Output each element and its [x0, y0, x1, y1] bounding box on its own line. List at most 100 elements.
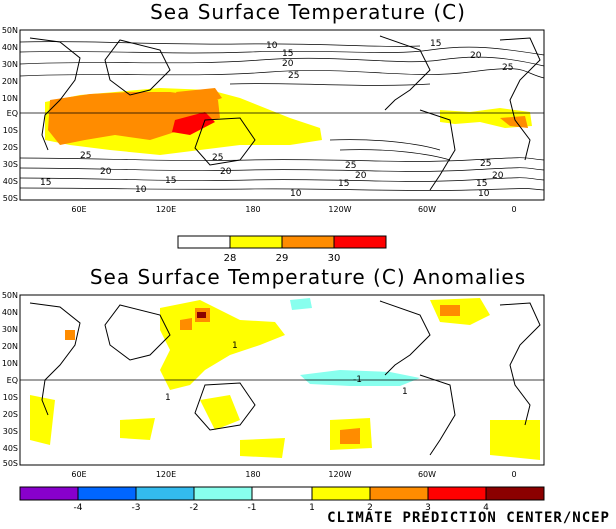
- lat-label: 30S: [3, 160, 18, 169]
- lat-label: 40S: [3, 444, 18, 453]
- colorbar-swatch: [485, 486, 545, 501]
- sst-anomaly-map-panel: 1 -1 1 1 50N 40N 30N 20N 10N EQ 10S 20S …: [2, 291, 545, 513]
- contour-label: 15: [282, 49, 293, 59]
- lat-label: 50S: [3, 459, 18, 468]
- lon-label: 60E: [71, 470, 86, 479]
- contour-label: 15: [40, 178, 51, 188]
- colorbar-swatch: [251, 486, 313, 501]
- lat-label: 30S: [3, 427, 18, 436]
- colorbar-swatch: [19, 486, 79, 501]
- contour-label: 10: [135, 185, 147, 195]
- colorbar-swatch: [177, 235, 231, 249]
- anomaly-contour-labels: 1 -1 1 1: [165, 341, 408, 403]
- lon-label: 120E: [156, 470, 176, 479]
- lat-label: 50N: [2, 291, 18, 300]
- colorbar-tick-label: 29: [276, 253, 289, 264]
- sst-colorbar: 28 29 30: [177, 235, 387, 264]
- lat-label: 30N: [2, 60, 18, 69]
- contour-label: 15: [165, 176, 176, 186]
- contour-label: 20: [492, 171, 504, 181]
- colorbar-swatch: [193, 486, 253, 501]
- contour-label: 10: [290, 189, 302, 199]
- contour-label: 15: [476, 179, 487, 189]
- credit-text: CLIMATE PREDICTION CENTER/NCEP: [327, 510, 610, 526]
- contour-label: 20: [220, 167, 232, 177]
- colorbar-tick-label: -3: [132, 503, 141, 513]
- lat-label: 20N: [2, 342, 18, 351]
- lat-label: 50S: [3, 194, 18, 203]
- colorbar-tick-label: -1: [248, 503, 257, 513]
- lat-label: EQ: [7, 376, 18, 385]
- lon-label: 60E: [71, 205, 86, 214]
- anomaly-lon-labels: 60E 120E 180 120W 60W 0: [71, 470, 516, 479]
- anomaly-colorbar: -4 -3 -2 -1 1 2 3 4: [19, 486, 545, 513]
- colorbar-swatch: [427, 486, 487, 501]
- contour-label: 15: [430, 39, 441, 49]
- contour-label: 1: [402, 387, 408, 397]
- lat-label: EQ: [7, 109, 18, 118]
- lon-label: 120W: [328, 470, 351, 479]
- colorbar-swatch: [369, 486, 429, 501]
- contour-label: -1: [353, 375, 362, 385]
- contour-label: 25: [480, 159, 491, 169]
- contour-label: 20: [355, 171, 367, 181]
- colorbar-tick-label: -2: [190, 503, 199, 513]
- lat-label: 10N: [2, 94, 18, 103]
- lat-label: 10S: [3, 126, 18, 135]
- anomaly-map-title: Sea Surface Temperature (C) Anomalies: [89, 265, 527, 289]
- lat-label: 30N: [2, 325, 18, 334]
- colorbar-swatch: [311, 486, 371, 501]
- lon-label: 120E: [156, 205, 176, 214]
- colorbar-tick-label: 30: [328, 253, 341, 264]
- sst-map-panel: 10 15 20 25 25 20 15 10 15 20 25 25 20 1…: [2, 26, 545, 264]
- lat-label: 20S: [3, 143, 18, 152]
- sst-map-title: Sea Surface Temperature (C): [150, 0, 466, 24]
- colorbar-tick-label: -4: [74, 503, 83, 513]
- lat-label: 40N: [2, 43, 18, 52]
- colorbar-swatch: [135, 486, 195, 501]
- colorbar-tick-label: 1: [309, 503, 315, 513]
- sst-contours: [19, 41, 545, 191]
- lat-label: 40S: [3, 177, 18, 186]
- anomaly-lat-labels: 50N 40N 30N 20N 10N EQ 10S 20S 30S 40S 5…: [2, 291, 18, 468]
- colorbar-swatch: [229, 235, 283, 249]
- contour-label: 25: [345, 161, 356, 171]
- contour-label: 20: [470, 51, 482, 61]
- colorbar-swatch: [333, 235, 387, 249]
- lat-label: 50N: [2, 26, 18, 35]
- contour-label: 25: [288, 71, 299, 81]
- lon-label: 60W: [418, 205, 436, 214]
- anomaly-shading: [30, 298, 540, 460]
- lat-label: 20S: [3, 410, 18, 419]
- colorbar-tick-label: 4: [483, 503, 489, 513]
- contour-label: 25: [212, 153, 223, 163]
- contour-label: 20: [282, 59, 294, 69]
- colorbar-tick-label: 3: [425, 503, 431, 513]
- contour-label: 1: [232, 341, 238, 351]
- lat-label: 40N: [2, 308, 18, 317]
- lon-label: 180: [245, 470, 260, 479]
- contour-label: 25: [80, 151, 91, 161]
- contour-label: 1: [165, 393, 171, 403]
- colorbar-tick-label: 28: [224, 253, 237, 264]
- colorbar-tick-label: 2: [367, 503, 373, 513]
- lon-label: 120W: [328, 205, 351, 214]
- colorbar-swatch: [77, 486, 137, 501]
- lat-label: 10S: [3, 393, 18, 402]
- sst-lat-labels: 50N 40N 30N 20N 10N EQ 10S 20S 30S 40S 5…: [2, 26, 18, 203]
- contour-label: 15: [338, 179, 349, 189]
- lon-label: 0: [511, 470, 516, 479]
- lat-label: 20N: [2, 77, 18, 86]
- colorbar-swatch: [281, 235, 335, 249]
- lon-label: 180: [245, 205, 260, 214]
- contour-label: 10: [266, 41, 278, 51]
- sst-lon-labels: 60E 120E 180 120W 60W 0: [71, 205, 516, 214]
- land-outlines: [29, 300, 541, 456]
- lon-label: 0: [511, 205, 516, 214]
- contour-label: 20: [100, 167, 112, 177]
- contour-label: 25: [502, 63, 513, 73]
- lon-label: 60W: [418, 470, 436, 479]
- lat-label: 10N: [2, 359, 18, 368]
- contour-label: 10: [478, 189, 490, 199]
